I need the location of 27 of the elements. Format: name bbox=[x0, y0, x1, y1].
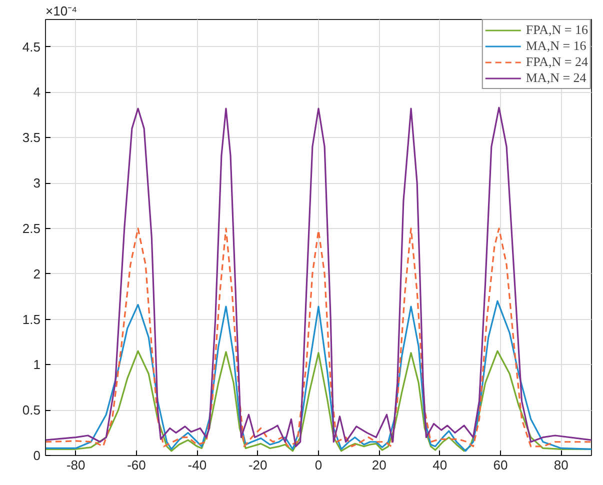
y-tick-label: 4.5 bbox=[22, 39, 41, 54]
x-tick-label: 80 bbox=[554, 458, 568, 472]
y-tick-label: 0.5 bbox=[22, 402, 41, 418]
x-tick-label: -20 bbox=[248, 458, 268, 472]
legend-label: MA,N = 24 bbox=[526, 70, 586, 86]
x-tick-label: 60 bbox=[493, 458, 508, 472]
x-tick-label: -60 bbox=[127, 458, 146, 472]
y-tick-label: 2 bbox=[33, 266, 41, 282]
y-tick-label: 3 bbox=[33, 176, 41, 190]
y-tick-label: 1.5 bbox=[22, 312, 41, 327]
y-tick-label: 2.5 bbox=[22, 220, 41, 236]
line-series bbox=[46, 300, 592, 452]
legend-label: MA,N = 16 bbox=[526, 38, 586, 54]
legend-label: FPA,N = 16 bbox=[526, 22, 588, 38]
line-series bbox=[46, 228, 592, 448]
y-tick-label: 0 bbox=[33, 448, 41, 463]
y-tick-label: 1 bbox=[33, 357, 41, 372]
x-tick-label: -80 bbox=[66, 458, 86, 472]
x-tick-label: -40 bbox=[188, 458, 207, 472]
y-tick-label: 4 bbox=[33, 84, 41, 100]
line-series bbox=[46, 106, 592, 448]
x-tick-label: 20 bbox=[372, 458, 386, 472]
x-tick-label: 0 bbox=[314, 458, 322, 472]
x-tick-label: 40 bbox=[432, 458, 448, 472]
text: ×10⁻⁴ bbox=[46, 4, 78, 18]
legend-label: FPA,N = 24 bbox=[526, 54, 588, 70]
y-tick-label: 3.5 bbox=[22, 130, 41, 146]
